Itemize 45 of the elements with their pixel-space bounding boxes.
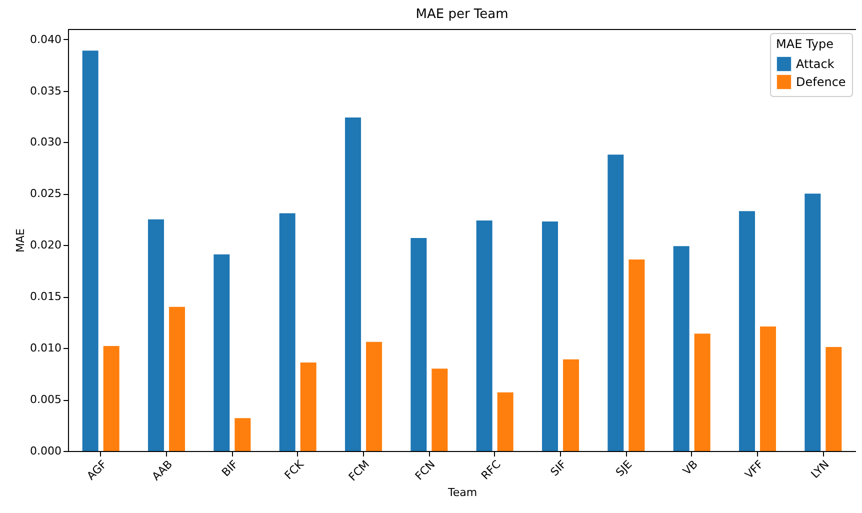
- bar: [542, 221, 558, 451]
- x-axis-title: Team: [446, 486, 478, 499]
- y-tick-label: 0.035: [30, 84, 62, 98]
- bar: [169, 306, 186, 451]
- bar: [694, 334, 710, 451]
- bar: [628, 260, 645, 451]
- bar: [234, 418, 251, 451]
- x-tick-label: VB: [680, 458, 700, 478]
- y-tick-label: 0.040: [30, 32, 62, 46]
- y-tick-label: 0.000: [30, 444, 62, 458]
- bar: [608, 154, 624, 451]
- x-tick-label: LYN: [808, 458, 832, 481]
- bar: [300, 362, 316, 451]
- bar: [476, 220, 492, 451]
- y-tick-label: 0.005: [30, 393, 62, 406]
- bar: [344, 118, 361, 451]
- y-tick-label: 0.015: [30, 290, 62, 304]
- x-tick-label: BIF: [219, 458, 241, 480]
- legend-label: Defence: [796, 75, 846, 89]
- bar: [738, 211, 755, 451]
- legend-label: Attack: [796, 57, 834, 71]
- x-tick-label: SIF: [548, 458, 569, 479]
- chart-title: MAE per Team: [416, 7, 508, 22]
- bar: [804, 194, 821, 451]
- bar: [410, 238, 427, 451]
- bar: [497, 392, 514, 451]
- y-tick-label: 0.020: [30, 238, 62, 252]
- bar: [82, 50, 98, 451]
- bar: [563, 359, 580, 451]
- bar: [826, 347, 842, 451]
- x-tick-label: SJE: [613, 458, 635, 480]
- y-tick-label: 0.010: [30, 342, 62, 355]
- legend-title: MAE Type: [776, 37, 834, 51]
- bar: [148, 219, 164, 451]
- bar: [432, 368, 448, 451]
- y-axis-title: MAE: [14, 228, 28, 252]
- bar: [279, 213, 296, 451]
- y-tick-label: 0.025: [30, 187, 62, 200]
- x-tick-label: VFF: [742, 458, 766, 482]
- bar: [366, 342, 382, 451]
- bar: [214, 254, 230, 451]
- bar: [673, 246, 690, 451]
- y-tick-label: 0.030: [30, 136, 62, 149]
- bar: [760, 326, 776, 451]
- bar: [103, 346, 120, 451]
